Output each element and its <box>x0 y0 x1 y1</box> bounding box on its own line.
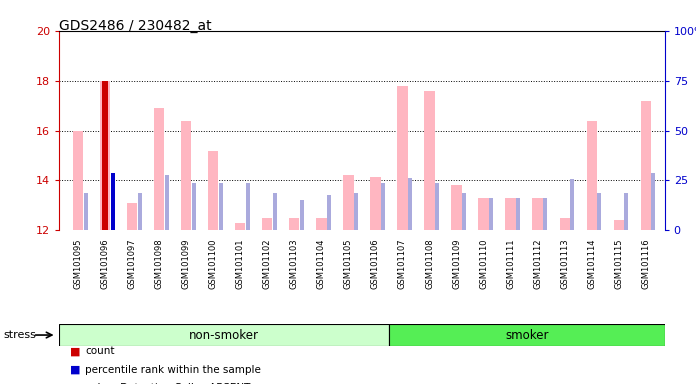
Bar <box>587 121 597 230</box>
Bar <box>246 183 250 230</box>
Text: value, Detection Call = ABSENT: value, Detection Call = ABSENT <box>85 383 251 384</box>
Text: percentile rank within the sample: percentile rank within the sample <box>85 365 261 375</box>
Bar <box>370 177 381 230</box>
Bar <box>154 108 164 230</box>
Bar <box>570 179 574 230</box>
Bar <box>597 193 601 230</box>
Bar <box>262 218 272 230</box>
Bar <box>478 198 489 230</box>
Bar <box>354 193 358 230</box>
Text: ■: ■ <box>70 365 80 375</box>
Bar <box>452 185 461 230</box>
Bar <box>290 218 299 230</box>
Bar <box>505 198 516 230</box>
Bar <box>102 81 108 230</box>
Text: count: count <box>85 346 114 356</box>
Bar <box>111 173 115 230</box>
Bar <box>381 183 385 230</box>
Bar <box>235 223 246 230</box>
Bar <box>316 218 326 230</box>
Bar <box>300 200 304 230</box>
Bar <box>614 220 624 230</box>
Bar <box>138 193 142 230</box>
Bar <box>181 121 191 230</box>
Bar <box>111 173 115 230</box>
Bar <box>462 193 466 230</box>
Text: smoker: smoker <box>505 329 548 341</box>
Bar <box>165 175 168 230</box>
Bar <box>651 173 656 230</box>
Bar <box>127 203 137 230</box>
Bar <box>640 101 651 230</box>
Bar <box>59 324 389 346</box>
Bar <box>208 151 219 230</box>
Text: stress: stress <box>3 330 36 340</box>
Bar <box>73 131 84 230</box>
Bar <box>408 178 412 230</box>
Bar <box>489 198 493 230</box>
Text: non-smoker: non-smoker <box>189 329 259 341</box>
Bar <box>624 193 628 230</box>
Bar <box>219 183 223 230</box>
Bar <box>543 198 547 230</box>
Bar <box>435 183 439 230</box>
Bar <box>100 81 110 230</box>
Bar <box>389 324 665 346</box>
Text: GDS2486 / 230482_at: GDS2486 / 230482_at <box>59 19 212 33</box>
Bar <box>84 193 88 230</box>
Bar <box>425 91 434 230</box>
Text: ■: ■ <box>70 383 80 384</box>
Bar <box>516 198 520 230</box>
Bar <box>343 175 354 230</box>
Bar <box>327 195 331 230</box>
Bar <box>532 198 543 230</box>
Bar <box>560 218 570 230</box>
Bar <box>192 183 196 230</box>
Bar <box>397 86 408 230</box>
Text: ■: ■ <box>70 346 80 356</box>
Bar <box>273 193 277 230</box>
